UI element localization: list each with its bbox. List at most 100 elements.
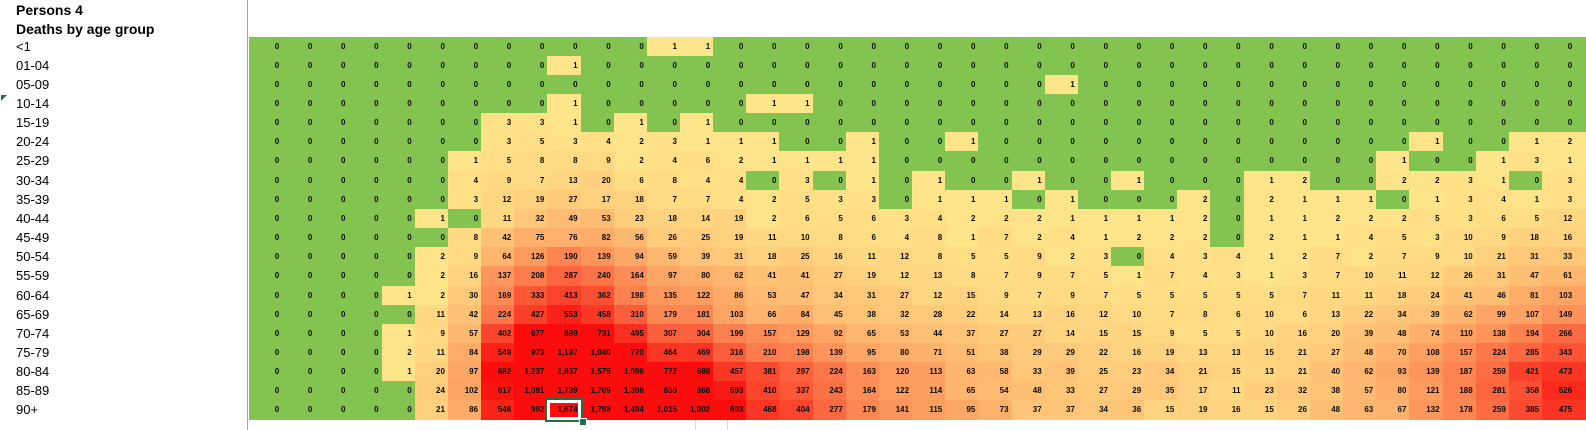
- heatmap-cell[interactable]: 0: [945, 74, 979, 94]
- heatmap-cell[interactable]: 3: [1077, 247, 1112, 267]
- heatmap-cell[interactable]: 468: [746, 400, 780, 420]
- heatmap-cell[interactable]: 13: [1210, 343, 1244, 363]
- heatmap-cell[interactable]: 1,002: [680, 400, 714, 420]
- heatmap-cell[interactable]: 0: [1442, 113, 1476, 133]
- heatmap-cell[interactable]: 0: [249, 151, 283, 171]
- heatmap-cell[interactable]: 80: [878, 343, 913, 363]
- heatmap-cell[interactable]: 36: [1111, 400, 1145, 420]
- heatmap-cell[interactable]: 7: [1309, 266, 1344, 286]
- heatmap-cell[interactable]: 0: [1376, 55, 1410, 75]
- heatmap-cell[interactable]: 0: [978, 36, 1012, 56]
- heatmap-cell[interactable]: 0: [315, 343, 349, 363]
- heatmap-cell[interactable]: 0: [414, 151, 448, 171]
- heatmap-cell[interactable]: 0: [414, 36, 448, 56]
- heatmap-cell[interactable]: 0: [547, 74, 581, 94]
- heatmap-cell[interactable]: 0: [945, 170, 979, 190]
- heatmap-cell[interactable]: 0: [282, 400, 316, 420]
- heatmap-cell[interactable]: 0: [381, 247, 415, 267]
- heatmap-cell[interactable]: 2: [1343, 247, 1377, 267]
- heatmap-cell[interactable]: 1,040: [580, 343, 614, 363]
- heatmap-cell[interactable]: 12: [1409, 266, 1443, 286]
- heatmap-cell[interactable]: 15: [1144, 400, 1178, 420]
- heatmap-cell[interactable]: 7: [978, 266, 1012, 286]
- heatmap-cell[interactable]: 2: [1243, 228, 1277, 248]
- heatmap-cell[interactable]: 0: [1542, 113, 1576, 133]
- heatmap-cell[interactable]: 16: [447, 266, 482, 286]
- heatmap-cell[interactable]: 5: [1111, 285, 1145, 305]
- heatmap-cell[interactable]: 0: [1442, 74, 1476, 94]
- heatmap-cell[interactable]: 137: [481, 266, 515, 286]
- heatmap-cell[interactable]: 0: [1144, 74, 1178, 94]
- heatmap-cell[interactable]: 41: [779, 266, 813, 286]
- heatmap-cell[interactable]: 0: [1111, 189, 1145, 209]
- heatmap-cell[interactable]: 0: [812, 36, 846, 56]
- heatmap-cell[interactable]: 0: [1044, 36, 1078, 56]
- heatmap-cell[interactable]: 0: [348, 343, 382, 363]
- heatmap-cell[interactable]: 31: [845, 285, 879, 305]
- heatmap-cell[interactable]: 1: [1077, 228, 1112, 248]
- heatmap-cell[interactable]: 1: [978, 189, 1012, 209]
- heatmap-cell[interactable]: 224: [481, 304, 515, 324]
- heatmap-cell[interactable]: 0: [249, 266, 283, 286]
- heatmap-cell[interactable]: 21: [1276, 362, 1310, 382]
- heatmap-cell[interactable]: 2: [1177, 208, 1211, 229]
- heatmap-cell-partial[interactable]: [1575, 381, 1586, 401]
- heatmap-cell[interactable]: 4: [1343, 228, 1377, 248]
- heatmap-cell[interactable]: 0: [912, 113, 946, 133]
- heatmap-cell[interactable]: 0: [878, 55, 913, 75]
- heatmap-cell[interactable]: 19: [1177, 400, 1211, 420]
- heatmap-cell[interactable]: 2: [414, 247, 448, 267]
- heatmap-cell[interactable]: 1: [945, 228, 979, 248]
- heatmap-cell[interactable]: 86: [713, 285, 747, 305]
- heatmap-cell[interactable]: 1: [680, 113, 714, 133]
- heatmap-cell[interactable]: 53: [746, 285, 780, 305]
- heatmap-cell[interactable]: 3: [1177, 247, 1211, 267]
- heatmap-cell[interactable]: 0: [1111, 55, 1145, 75]
- heatmap-cell[interactable]: 2: [613, 151, 647, 171]
- heatmap-cell[interactable]: 0: [1011, 74, 1045, 94]
- heatmap-cell[interactable]: 10: [1343, 266, 1377, 286]
- heatmap-cell[interactable]: 4: [713, 170, 747, 190]
- heatmap-cell[interactable]: 31: [1508, 247, 1543, 267]
- heatmap-cell[interactable]: 5: [978, 247, 1012, 267]
- heatmap-cell[interactable]: 0: [1409, 151, 1443, 171]
- heatmap-cell[interactable]: 0: [1177, 151, 1211, 171]
- heatmap-cell[interactable]: 0: [1542, 55, 1576, 75]
- heatmap-cell[interactable]: 8: [912, 228, 946, 248]
- heatmap-cell[interactable]: 26: [1276, 400, 1310, 420]
- heatmap-cell[interactable]: 17: [1177, 381, 1211, 401]
- heatmap-cell[interactable]: 0: [978, 55, 1012, 75]
- heatmap-cell[interactable]: 0: [1111, 113, 1145, 133]
- heatmap-cell[interactable]: 0: [249, 94, 283, 114]
- heatmap-cell[interactable]: 95: [945, 400, 979, 420]
- heatmap-cell[interactable]: 54: [978, 381, 1012, 401]
- heatmap-cell[interactable]: 0: [481, 94, 515, 114]
- row-label-7074[interactable]: 70-74: [16, 325, 50, 341]
- heatmap-cell[interactable]: 1: [381, 323, 415, 344]
- heatmap-cell[interactable]: 59: [646, 247, 680, 267]
- heatmap-cell[interactable]: 0: [1144, 94, 1178, 114]
- heatmap-cell-partial[interactable]: [1575, 400, 1586, 420]
- heatmap-cell[interactable]: 92: [812, 323, 846, 344]
- heatmap-cell[interactable]: 11: [746, 228, 780, 248]
- heatmap-cell-partial[interactable]: [1575, 285, 1586, 305]
- heatmap-cell[interactable]: 122: [878, 381, 913, 401]
- heatmap-cell[interactable]: 3: [812, 189, 846, 209]
- heatmap-cell[interactable]: 21: [1276, 343, 1310, 363]
- heatmap-cell[interactable]: 1: [1409, 189, 1443, 209]
- heatmap-cell[interactable]: 0: [315, 113, 349, 133]
- heatmap-cell[interactable]: 9: [1011, 247, 1045, 267]
- heatmap-cell[interactable]: 2: [1276, 170, 1310, 190]
- heatmap-cell[interactable]: 0: [315, 285, 349, 305]
- heatmap-cell[interactable]: 6: [779, 208, 813, 229]
- heatmap-cell[interactable]: 1: [414, 208, 448, 229]
- heatmap-cell[interactable]: 16: [1044, 304, 1078, 324]
- heatmap-cell[interactable]: 139: [580, 247, 614, 267]
- heatmap-cell[interactable]: 38: [845, 304, 879, 324]
- heatmap-cell[interactable]: 0: [646, 74, 680, 94]
- heatmap-cell[interactable]: 0: [613, 55, 647, 75]
- heatmap-cell[interactable]: 9: [1011, 266, 1045, 286]
- heatmap-cell[interactable]: 13: [547, 170, 581, 190]
- heatmap-cell[interactable]: 20: [1309, 323, 1344, 344]
- heatmap-cell[interactable]: 4: [447, 170, 482, 190]
